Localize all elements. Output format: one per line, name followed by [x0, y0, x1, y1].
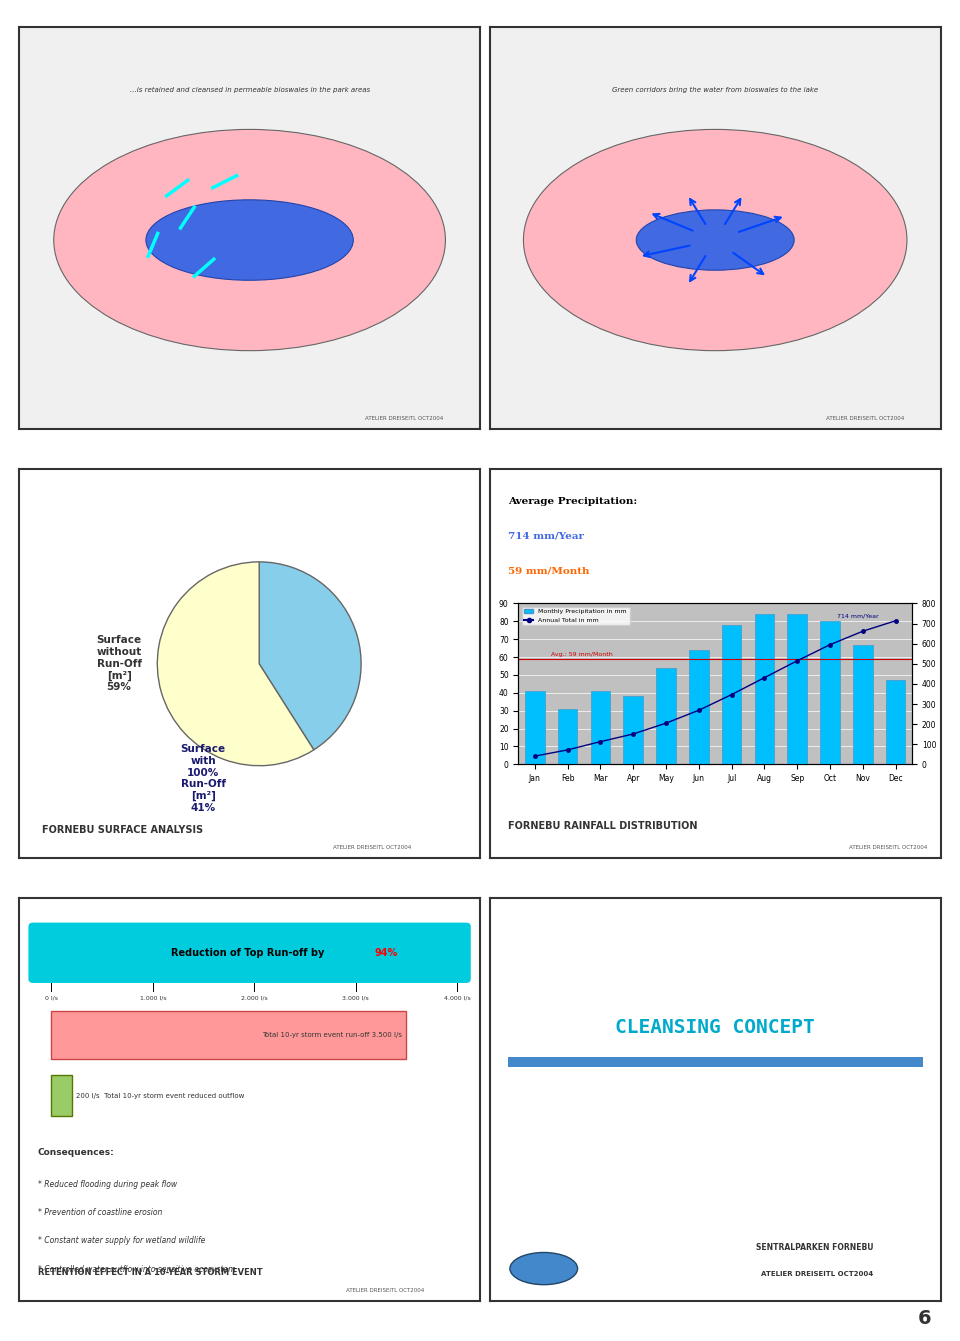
Wedge shape: [259, 562, 361, 750]
Text: * Reduced flooding during peak flow: * Reduced flooding during peak flow: [37, 1180, 177, 1189]
Bar: [755, 614, 774, 764]
Ellipse shape: [146, 200, 353, 280]
Text: Consequences:: Consequences:: [37, 1148, 114, 1157]
Ellipse shape: [510, 1252, 578, 1285]
Bar: [525, 691, 544, 764]
Text: ATELIER DREISEITL OCT2004: ATELIER DREISEITL OCT2004: [347, 1287, 424, 1293]
Text: * Controlled water outflow into sensitive ecosystem: * Controlled water outflow into sensitiv…: [37, 1265, 235, 1274]
Text: 6: 6: [918, 1309, 931, 1328]
Bar: [722, 625, 741, 764]
Text: RETENTION EFFECT IN A 10-YEAR STORM EVENT: RETENTION EFFECT IN A 10-YEAR STORM EVEN…: [37, 1267, 262, 1277]
Ellipse shape: [636, 211, 794, 271]
Text: 0 l/s: 0 l/s: [45, 995, 58, 1000]
Text: * Prevention of coastline erosion: * Prevention of coastline erosion: [37, 1208, 162, 1218]
Text: Average Precipitation:: Average Precipitation:: [508, 496, 636, 506]
Wedge shape: [157, 562, 314, 766]
Text: ATELIER DREISEITL OCT2004: ATELIER DREISEITL OCT2004: [365, 416, 444, 421]
Ellipse shape: [523, 130, 907, 350]
Text: Surface
with
100%
Run-Off
[m²]
41%: Surface with 100% Run-Off [m²] 41%: [180, 744, 226, 813]
Text: CLEANSING CONCEPT: CLEANSING CONCEPT: [615, 1018, 815, 1037]
Text: 714 mm/Year: 714 mm/Year: [508, 531, 584, 540]
Bar: [558, 709, 578, 764]
Bar: [886, 680, 905, 764]
Bar: [52, 1011, 406, 1059]
Text: Total 10-yr storm event run-off 3.500 l/s: Total 10-yr storm event run-off 3.500 l/…: [262, 1033, 401, 1038]
Text: ATELIER DREISEITL OCT2004: ATELIER DREISEITL OCT2004: [849, 845, 927, 850]
Bar: [590, 691, 611, 764]
Text: ...is retained and cleansed in permeable bioswales in the park areas: ...is retained and cleansed in permeable…: [130, 87, 370, 94]
Text: Green corridors bring the water from bioswales to the lake: Green corridors bring the water from bio…: [612, 87, 818, 94]
Text: 4.000 l/s: 4.000 l/s: [444, 995, 470, 1000]
Text: ATELIER DREISEITL OCT2004: ATELIER DREISEITL OCT2004: [827, 416, 904, 421]
Bar: [508, 1057, 923, 1067]
Text: 714 mm/Year: 714 mm/Year: [836, 614, 878, 618]
Text: 3.000 l/s: 3.000 l/s: [342, 995, 369, 1000]
Bar: [852, 645, 873, 764]
Bar: [820, 621, 840, 764]
Text: Avg.: 59 mm/Month: Avg.: 59 mm/Month: [551, 652, 612, 657]
Text: 94%: 94%: [374, 948, 397, 957]
Legend: Monthly Precipitation in mm, Annual Total in mm: Monthly Precipitation in mm, Annual Tota…: [521, 606, 630, 625]
Bar: [689, 650, 708, 764]
Text: ATELIER DREISEITL OCT2004: ATELIER DREISEITL OCT2004: [332, 845, 411, 850]
Text: Reduction of Top Run-off by: Reduction of Top Run-off by: [171, 948, 328, 957]
Bar: [787, 614, 807, 764]
Text: 200 l/s  Total 10-yr storm event reduced outflow: 200 l/s Total 10-yr storm event reduced …: [77, 1093, 245, 1098]
Ellipse shape: [54, 130, 445, 350]
Text: FORNEBU SURFACE ANALYSIS: FORNEBU SURFACE ANALYSIS: [42, 825, 204, 835]
Text: SENTRALPARKEN FORNEBU: SENTRALPARKEN FORNEBU: [756, 1243, 873, 1252]
Text: 1.000 l/s: 1.000 l/s: [139, 995, 166, 1000]
Text: ATELIER DREISEITL OCT2004: ATELIER DREISEITL OCT2004: [761, 1271, 873, 1277]
Bar: [623, 696, 643, 764]
Text: 2.000 l/s: 2.000 l/s: [241, 995, 268, 1000]
Text: * Constant water supply for wetland wildlife: * Constant water supply for wetland wild…: [37, 1236, 205, 1246]
Bar: [52, 1075, 72, 1116]
FancyBboxPatch shape: [29, 923, 470, 983]
Text: 59 mm/Month: 59 mm/Month: [508, 566, 589, 575]
Text: Surface
without
Run-Off
[m²]
59%: Surface without Run-Off [m²] 59%: [96, 636, 142, 692]
Text: FORNEBU RAINFALL DISTRIBUTION: FORNEBU RAINFALL DISTRIBUTION: [508, 821, 697, 831]
Bar: [657, 668, 676, 764]
